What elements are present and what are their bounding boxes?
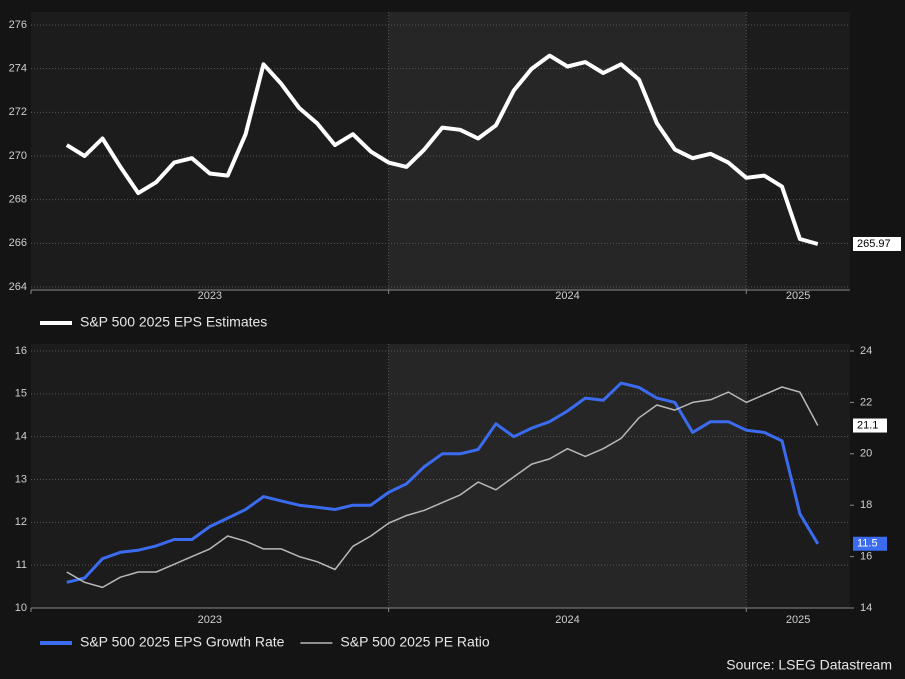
y-tick-label: 264 <box>9 281 27 293</box>
y2-tick-label: 18 <box>860 499 872 511</box>
legend-label: S&P 500 2025 EPS Estimates <box>80 314 267 330</box>
x-tick-label: 2023 <box>198 614 222 626</box>
y-tick-label: 268 <box>9 194 27 206</box>
year-band <box>388 12 747 290</box>
x-tick-label: 2025 <box>786 614 810 626</box>
x-tick-label: 2024 <box>555 614 579 626</box>
legend-label: S&P 500 2025 EPS Growth Rate <box>80 634 285 650</box>
end-label: 11.5 <box>857 538 878 550</box>
end-label: 265.97 <box>857 238 891 250</box>
y-tick-label: 10 <box>15 602 27 614</box>
series-line <box>66 381 820 584</box>
y-tick-label: 270 <box>9 150 27 162</box>
x-tick-label: 2024 <box>555 290 579 302</box>
y2-tick-label: 20 <box>860 448 872 460</box>
y-tick-label: 14 <box>15 431 27 443</box>
y-tick-label: 274 <box>9 63 27 75</box>
end-label-box <box>853 236 901 251</box>
x-tick-label: 2023 <box>198 290 222 302</box>
end-label-box <box>853 418 887 433</box>
y-tick-label: 12 <box>15 516 27 528</box>
y2-tick-label: 22 <box>860 396 872 408</box>
series-line <box>65 53 819 246</box>
y-tick-label: 16 <box>15 345 27 357</box>
y2-tick-label: 14 <box>860 602 872 614</box>
y-tick-label: 15 <box>15 388 27 400</box>
year-band <box>388 344 747 608</box>
y-tick-label: 276 <box>9 19 27 31</box>
y-tick-label: 266 <box>9 237 27 249</box>
end-label: 21.1 <box>857 419 878 431</box>
end-label-box <box>853 536 887 551</box>
source: Source: LSEG Datastream <box>726 657 892 673</box>
y-tick-label: 272 <box>9 106 27 118</box>
series-line <box>66 386 819 589</box>
y-tick-label: 11 <box>16 559 27 571</box>
y2-tick-label: 24 <box>860 345 872 357</box>
y2-tick-label: 16 <box>860 551 872 563</box>
x-tick-label: 2025 <box>786 290 810 302</box>
legend-label: S&P 500 2025 PE Ratio <box>340 634 489 650</box>
y-tick-label: 13 <box>15 473 27 485</box>
